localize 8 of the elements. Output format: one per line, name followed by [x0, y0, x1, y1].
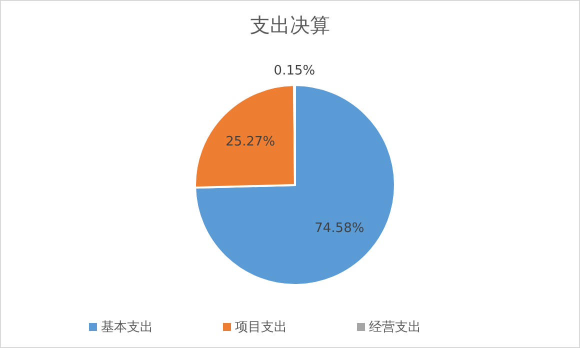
pie-slice: [194, 84, 396, 286]
data-label: 74.58%: [314, 220, 364, 236]
legend-label: 经营支出: [369, 320, 421, 335]
legend-label: 项目支出: [235, 320, 287, 335]
data-label: 25.27%: [226, 134, 276, 150]
data-label: 0.15%: [274, 64, 316, 78]
chart-title: 支出决算: [249, 12, 331, 39]
legend-label: 基本支出: [101, 320, 153, 335]
